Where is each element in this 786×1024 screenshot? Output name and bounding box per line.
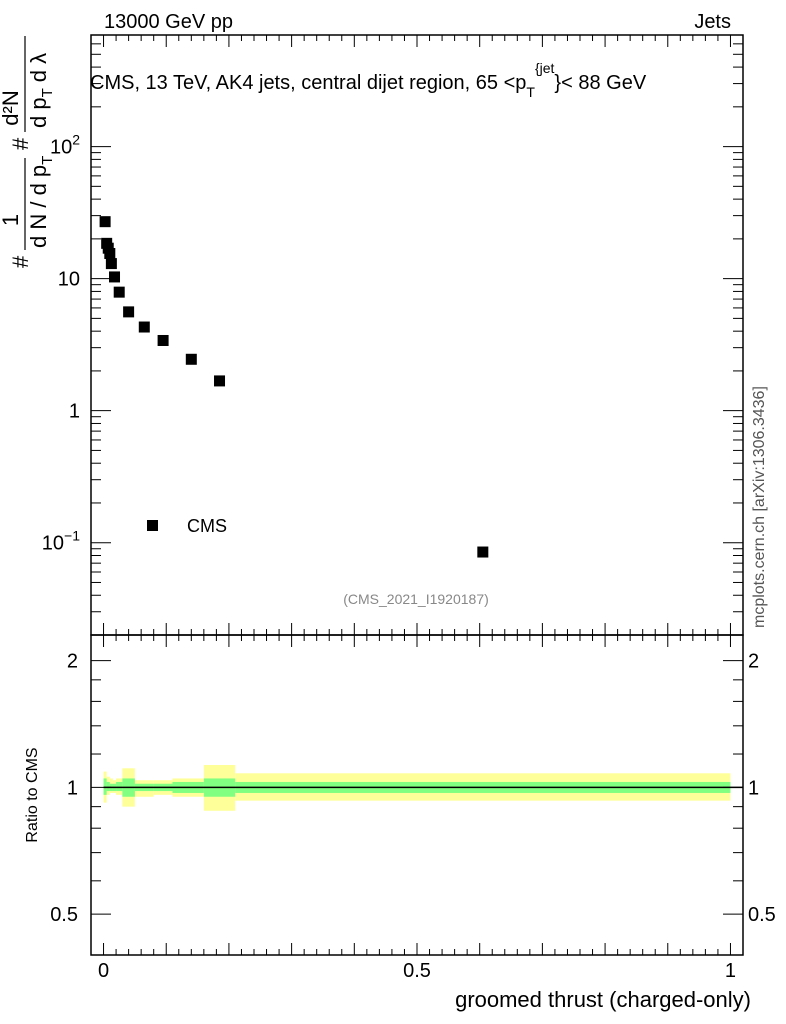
- ratio-y-tick-label-right: 0.5: [748, 904, 776, 926]
- main-ylabel: # 1 d N / d pT # d²N d pTd λ: [0, 36, 56, 268]
- header-left: 13000 GeV pp: [104, 11, 233, 33]
- header-right: Jets: [694, 11, 731, 33]
- ratio-y-tick-label-right: 2: [748, 651, 759, 673]
- title-tail: }< 88 GeV: [554, 72, 646, 94]
- legend-marker-cms: [147, 520, 158, 531]
- data-point: [477, 546, 489, 558]
- y-tick-label: 10: [58, 269, 80, 291]
- band-inner: [116, 781, 123, 792]
- ratio-ylabel: Ratio to CMS: [24, 747, 41, 842]
- y-tick-label: 1: [69, 401, 80, 423]
- data-point: [138, 321, 150, 333]
- ratio-y-tick-label-left: 1: [67, 777, 78, 799]
- legend-label-cms: CMS: [187, 516, 227, 536]
- title-superscript: {jet: [535, 60, 555, 76]
- title-main-text: CMS, 13 TeV, AK4 jets, central dijet reg…: [90, 72, 526, 94]
- ylabel-hash-2: #: [8, 137, 33, 150]
- ylabel-fraction-1-numerator: 1: [0, 214, 23, 226]
- data-point: [157, 334, 169, 346]
- plot-title: CMS, 13 TeV, AK4 jets, central dijet reg…: [90, 60, 647, 100]
- ylabel-fraction-2-denominator: d pTd λ: [26, 53, 56, 128]
- x-tick-label: 0: [98, 960, 109, 982]
- data-point: [109, 271, 121, 283]
- data-point: [113, 286, 125, 298]
- ylabel-fraction-2-numerator: d²N: [0, 90, 23, 125]
- title-subscript: T: [526, 84, 535, 100]
- data-point: [104, 247, 116, 259]
- ratio-y-tick-label-right: 1: [748, 777, 759, 799]
- data-point: [105, 258, 117, 270]
- x-tick-label: 1: [725, 960, 736, 982]
- analysis-id: (CMS_2021_I1920187): [343, 591, 489, 607]
- y-tick-label: 10−1: [42, 528, 80, 555]
- ratio-y-tick-label-left: 0.5: [50, 904, 78, 926]
- x-axis-label: groomed thrust (charged-only): [455, 987, 751, 1012]
- data-point: [214, 375, 226, 387]
- main-axes: 10−1 1 10 102: [42, 34, 743, 636]
- ratio-axes: 0 0.5 1 0.5 0.5 1 1 2 2: [50, 635, 776, 982]
- ratio-y-tick-label-left: 2: [67, 651, 78, 673]
- band-inner: [106, 781, 110, 792]
- y-tick-label: 102: [50, 132, 80, 159]
- ratio-uncertainty-bands: [103, 765, 743, 811]
- main-plot-frame: [90, 34, 744, 636]
- x-tick-label: 0.5: [403, 960, 431, 982]
- ylabel-hash-1: #: [8, 255, 33, 268]
- data-point: [185, 353, 197, 365]
- data-point: [123, 306, 135, 318]
- ylabel-fraction-1-denominator: d N / d pT: [26, 156, 56, 248]
- data-points: [99, 216, 489, 558]
- watermark: mcplots.cern.ch [arXiv:1306.3436]: [751, 386, 768, 628]
- data-point: [99, 216, 111, 228]
